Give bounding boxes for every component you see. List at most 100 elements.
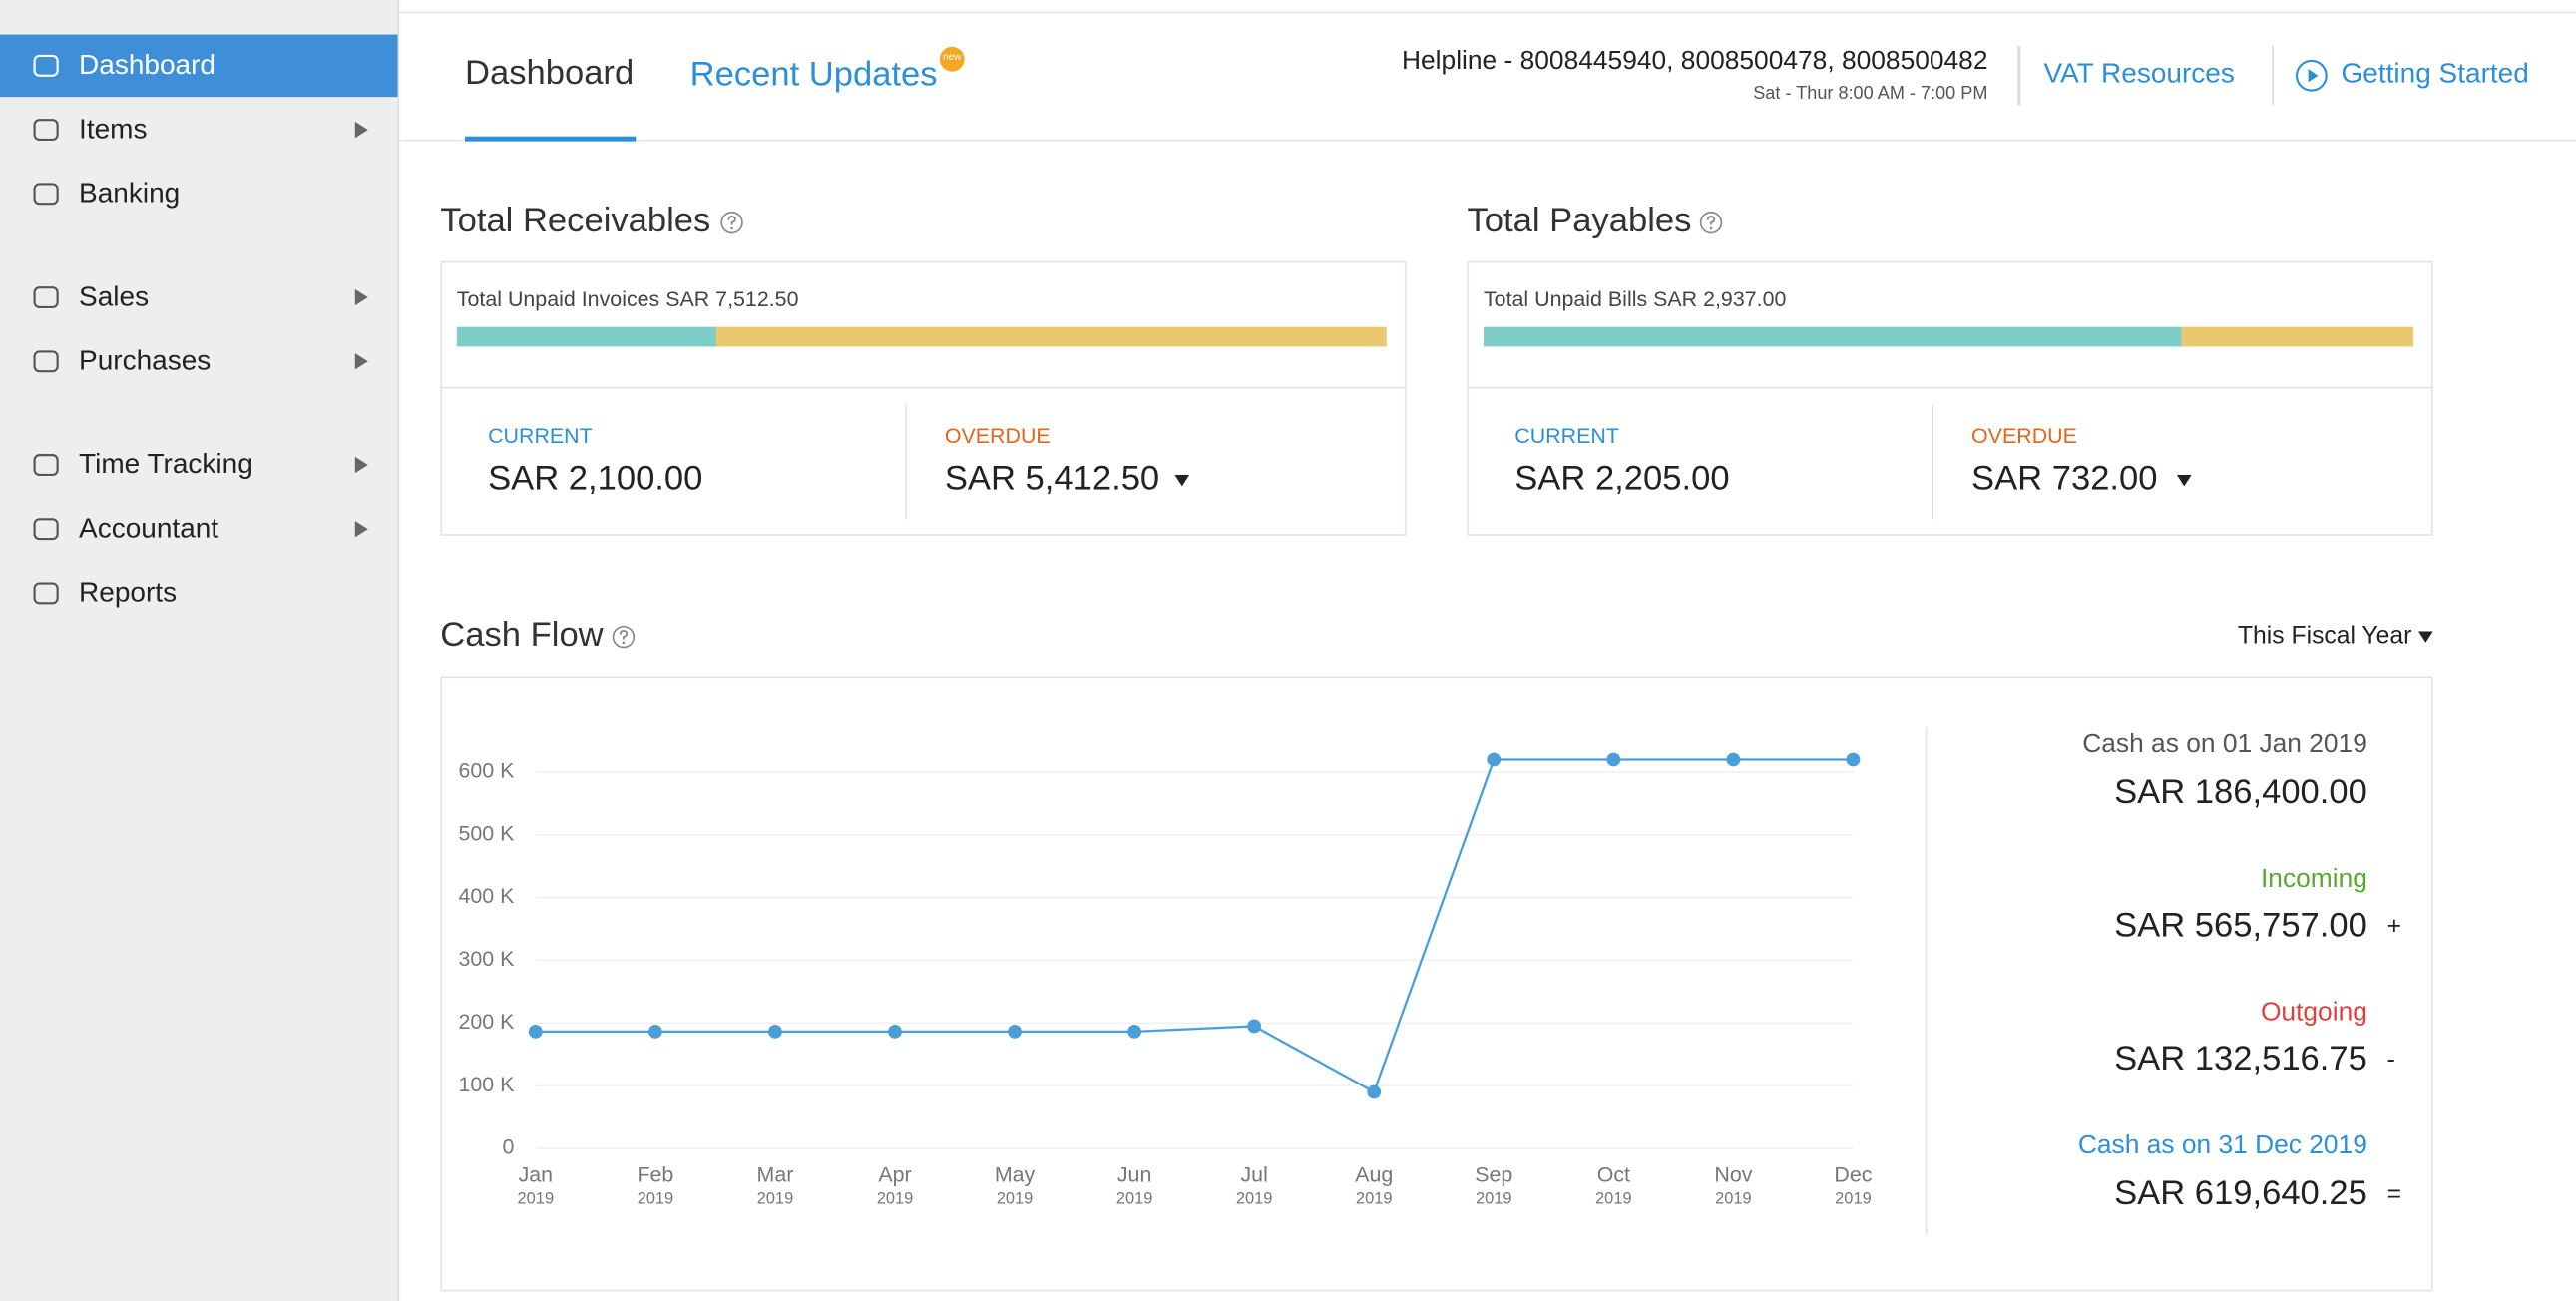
point [528,1024,543,1039]
status-label: OVERDUE [1971,423,2077,448]
card-divider [440,386,1407,389]
point [1367,1084,1382,1099]
menu-icon [33,518,59,541]
summary-sign: = [2386,1180,2402,1209]
payables-card [1467,260,2433,536]
x-tick-sublabel: 2019 [757,1189,794,1207]
y-tick-label: 200 K [459,1010,516,1034]
summary-sign: + [2386,912,2402,941]
status-label: OVERDUE [944,423,1051,448]
menu-icon [33,454,59,476]
point [1008,1024,1022,1039]
menu-item[interactable]: Banking [79,177,181,210]
y-tick-label: 400 K [459,884,516,908]
submenu-arrow [354,520,368,538]
dropdown-caret[interactable] [2176,474,2192,487]
x-tick-sublabel: 2019 [1476,1189,1512,1207]
period-select[interactable]: This Fiscal Year [2237,622,2412,650]
submenu-arrow [354,121,368,139]
menu-icon [33,119,59,142]
card-divider [1932,404,1934,520]
help-icon[interactable] [719,211,744,235]
amount: SAR 2,100.00 [488,460,703,498]
summary-label: Cash as on 31 Dec 2019 [2077,1131,2367,1160]
link[interactable]: Getting Started [2341,57,2529,89]
amount-bar [716,326,1387,347]
link[interactable]: VAT Resources [2043,57,2235,89]
x-tick-sublabel: 2019 [1356,1189,1393,1207]
helpline-hours: Sat - Thur 8:00 AM - 7:00 PM [1753,83,1988,104]
x-tick-sublabel: 2019 [1116,1189,1153,1207]
x-tick-sublabel: 2019 [877,1189,914,1207]
cash-flow-card [440,676,2433,1292]
menu-item[interactable]: Time Tracking [79,448,253,480]
summary-amount: SAR 565,757.00 [2114,906,2367,945]
menu-item[interactable]: Purchases [79,344,212,377]
top-border [399,11,2576,14]
menu-icon [33,582,59,605]
line [535,758,1854,1094]
amount: SAR 732.00 [1971,460,2158,498]
menu-item[interactable]: Dashboard [79,49,215,81]
amount-bar [456,326,717,347]
summary-sign: - [2386,1046,2395,1075]
menu-item[interactable]: Items [79,113,148,145]
point [1247,1019,1262,1034]
y-tick-label: 100 K [459,1073,516,1096]
menu-icon [33,350,59,373]
x-tick-label: Apr [878,1163,911,1187]
y-tick-label: 500 K [459,821,516,845]
x-tick-sublabel: 2019 [1236,1189,1273,1207]
dropdown-caret[interactable] [2417,631,2433,643]
status-label: CURRENT [1514,423,1619,448]
point [1606,752,1621,767]
tab[interactable]: Recent Updates [689,55,938,94]
amount-bar [2181,326,2413,347]
card-divider [905,404,907,520]
header-border [399,139,2576,142]
point [1127,1024,1142,1039]
summary-label: Outgoing [2260,999,2367,1028]
y-tick-label: 600 K [459,759,516,783]
x-tick-label: Jul [1240,1163,1267,1187]
menu-item[interactable]: Sales [79,280,150,312]
x-tick-sublabel: 2019 [1595,1189,1632,1207]
unpaid-summary: Total Unpaid Bills SAR 2,937.00 [1483,286,1787,312]
section-title: Total Payables [1467,202,1692,240]
section-title: Total Receivables [440,202,711,240]
play-icon [2295,59,2328,92]
summary-label: Cash as on 01 Jan 2019 [2082,730,2367,759]
y-tick-label: 300 K [459,947,516,971]
x-tick-label: Aug [1355,1163,1393,1187]
x-tick-label: Mar [757,1163,794,1187]
x-tick-label: Sep [1475,1163,1512,1187]
x-tick-label: Oct [1597,1163,1630,1187]
amount-bar [1483,326,2182,347]
tab[interactable]: Dashboard [465,54,635,93]
help-icon[interactable] [1699,211,1724,235]
point [1726,752,1741,767]
summary-amount: SAR 186,400.00 [2114,773,2367,812]
status-label: CURRENT [488,423,593,448]
unpaid-summary: Total Unpaid Invoices SAR 7,512.50 [456,286,799,312]
sidebar [0,0,400,1301]
divider [2272,46,2275,106]
x-tick-label: Jun [1117,1163,1152,1187]
help-icon[interactable] [612,625,637,650]
menu-item[interactable]: Reports [79,576,178,609]
new-badge: new [939,46,965,72]
x-tick-label: May [995,1163,1036,1187]
menu-item[interactable]: Accountant [79,512,219,545]
summary-amount: SAR 619,640.25 [2114,1174,2367,1213]
point [1487,752,1502,767]
dropdown-caret[interactable] [1174,474,1190,487]
section-title: Cash Flow [440,616,604,654]
divider [2017,46,2021,106]
summary-amount: SAR 132,516.75 [2114,1040,2367,1079]
helpline: Helpline - 8008445940, 8008500478, 80085… [1402,47,1988,76]
tab-underline [465,136,637,142]
submenu-arrow [354,456,368,474]
